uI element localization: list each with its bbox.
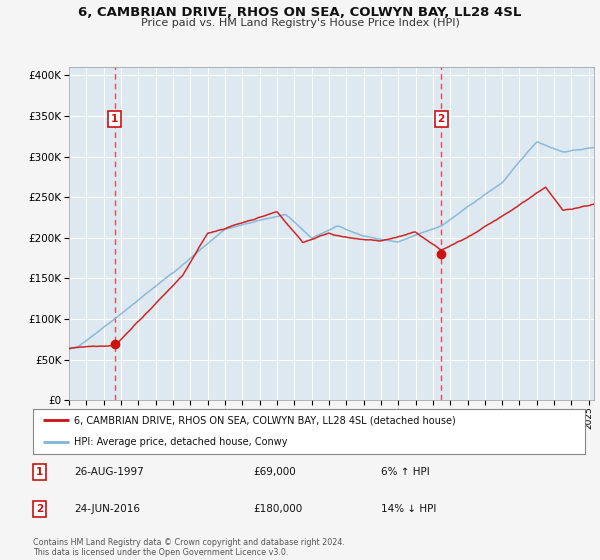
Text: 6% ↑ HPI: 6% ↑ HPI <box>381 467 430 477</box>
Text: 24-JUN-2016: 24-JUN-2016 <box>74 504 140 514</box>
Text: 1: 1 <box>111 114 119 124</box>
Text: £180,000: £180,000 <box>254 504 303 514</box>
Text: Contains HM Land Registry data © Crown copyright and database right 2024.
This d: Contains HM Land Registry data © Crown c… <box>33 538 345 557</box>
Text: £69,000: £69,000 <box>254 467 296 477</box>
Text: 1: 1 <box>36 467 43 477</box>
Text: 2: 2 <box>36 504 43 514</box>
Text: 6, CAMBRIAN DRIVE, RHOS ON SEA, COLWYN BAY, LL28 4SL: 6, CAMBRIAN DRIVE, RHOS ON SEA, COLWYN B… <box>79 6 521 18</box>
Text: Price paid vs. HM Land Registry's House Price Index (HPI): Price paid vs. HM Land Registry's House … <box>140 18 460 29</box>
Text: 2: 2 <box>437 114 445 124</box>
Text: 14% ↓ HPI: 14% ↓ HPI <box>381 504 436 514</box>
Text: 26-AUG-1997: 26-AUG-1997 <box>74 467 144 477</box>
Text: HPI: Average price, detached house, Conwy: HPI: Average price, detached house, Conw… <box>74 437 288 447</box>
Text: 6, CAMBRIAN DRIVE, RHOS ON SEA, COLWYN BAY, LL28 4SL (detached house): 6, CAMBRIAN DRIVE, RHOS ON SEA, COLWYN B… <box>74 416 456 426</box>
